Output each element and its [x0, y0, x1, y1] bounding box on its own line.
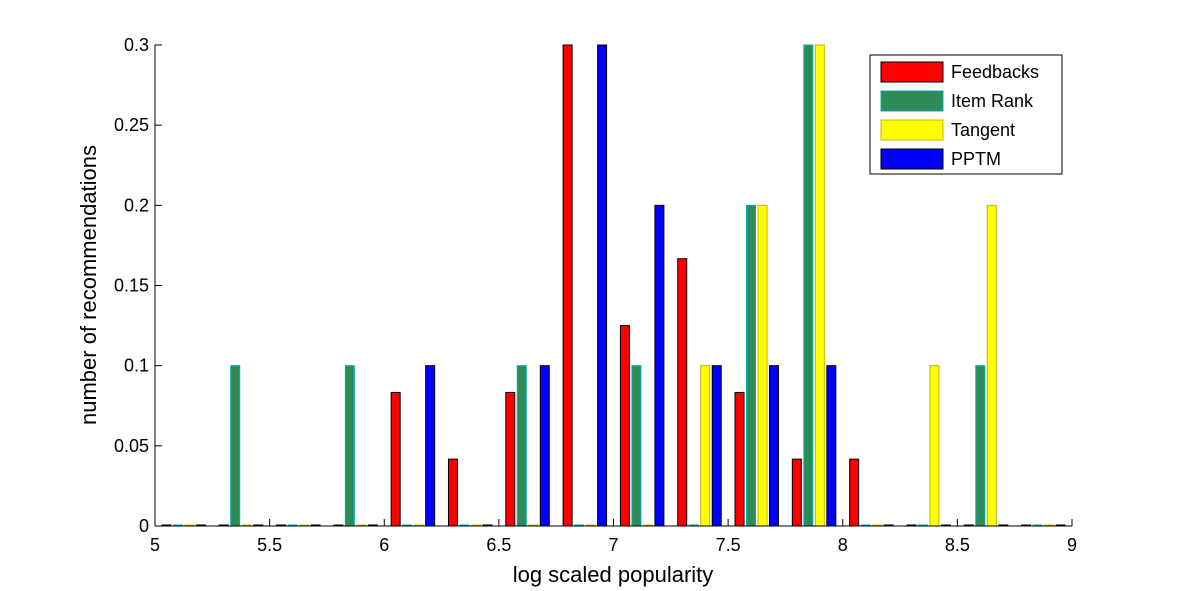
- y-tick-label: 0: [139, 516, 149, 536]
- bar-pptm-6: [539, 365, 550, 527]
- bar-pptm-9: [711, 365, 722, 527]
- x-tick-label: 6: [379, 535, 389, 555]
- y-tick-label: 0.1: [124, 356, 149, 376]
- x-tick-label: 8.5: [945, 535, 970, 555]
- bar-feedbacks-11: [791, 458, 802, 527]
- x-tick-label: 7: [608, 535, 618, 555]
- x-tick-label: 7.5: [716, 535, 741, 555]
- bar-item-rank-3: [344, 365, 355, 527]
- bar-feedbacks-12: [849, 458, 860, 527]
- x-axis-label: log scaled popularity: [513, 562, 714, 587]
- legend-swatch: [880, 90, 944, 112]
- bar-tangent-10: [757, 204, 768, 527]
- y-tick-label: 0.3: [124, 35, 149, 55]
- bar-feedbacks-5: [447, 458, 458, 527]
- bar-pptm-11: [826, 365, 837, 527]
- ticks-group: 5 5.5 6 6.5 7 7.5 8 8.5 9 0 0.05 0.1 0.15 0.2 0.25 0.3: [114, 35, 1077, 555]
- bar-item-rank-6: [516, 365, 527, 527]
- legend-label: PPTM: [951, 149, 1001, 169]
- legend-swatch: [880, 148, 944, 170]
- bar-item-rank-11: [803, 44, 814, 527]
- bar-tangent-13: [929, 365, 940, 527]
- y-tick-label: 0.15: [114, 276, 149, 296]
- legend-label: Tangent: [951, 120, 1015, 140]
- y-tick-label: 0.05: [114, 436, 149, 456]
- bar-feedbacks-4: [390, 391, 401, 527]
- x-tick-label: 8: [838, 535, 848, 555]
- legend: Feedbacks Item Rank Tangent PPTM: [869, 54, 1063, 175]
- bar-item-rank-1: [230, 365, 241, 527]
- legend-label: Feedbacks: [951, 62, 1039, 82]
- bar-tangent-11: [814, 44, 825, 527]
- legend-swatch: [880, 61, 944, 83]
- y-tick-label: 0.25: [114, 115, 149, 135]
- bar-item-rank-8: [631, 365, 642, 527]
- legend-label: Item Rank: [951, 91, 1034, 111]
- x-tick-label: 5.5: [257, 535, 282, 555]
- bar-feedbacks-10: [734, 391, 745, 527]
- bar-item-rank-10: [746, 204, 757, 527]
- bar-feedbacks-6: [505, 391, 516, 527]
- bar-pptm-8: [654, 204, 665, 527]
- bar-pptm-10: [769, 365, 780, 527]
- bar-pptm-4: [425, 365, 436, 527]
- bar-tangent-9: [700, 365, 711, 527]
- bar-feedbacks-9: [677, 258, 688, 527]
- bar-feedbacks-8: [619, 325, 630, 527]
- x-tick-label: 6.5: [486, 535, 511, 555]
- bar-tangent-14: [986, 204, 997, 527]
- legend-swatch: [880, 119, 944, 141]
- x-tick-label: 5: [150, 535, 160, 555]
- bar-pptm-7: [597, 44, 608, 527]
- bar-feedbacks-7: [562, 44, 573, 527]
- y-axis-label: number of recommendations: [76, 145, 101, 425]
- x-tick-label: 9: [1067, 535, 1077, 555]
- bar-item-rank-14: [975, 365, 986, 527]
- y-tick-label: 0.2: [124, 195, 149, 215]
